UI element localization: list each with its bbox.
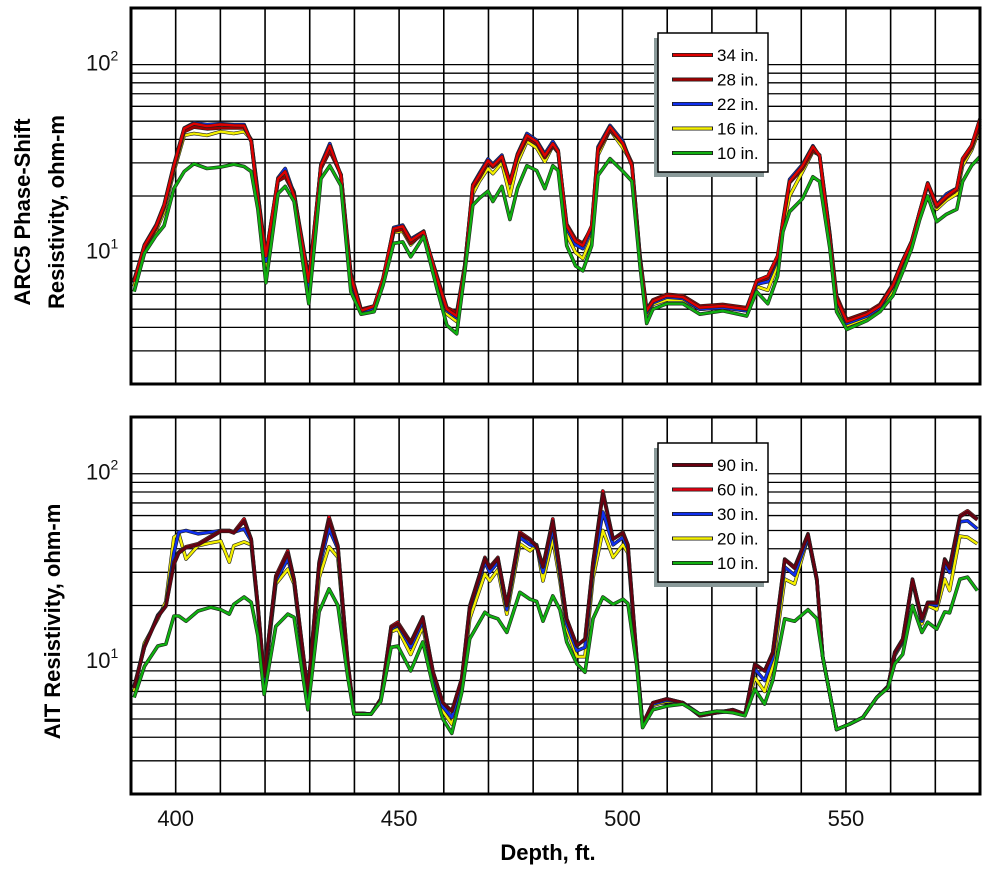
y-tick-base: 10 [86,460,110,485]
plot-frame [129,415,982,796]
legend-label: 28 in. [717,71,759,90]
legend-label: 22 in. [717,95,759,114]
y-tick-label: 102 [86,457,118,485]
legend-entry: 10 in. [672,554,759,573]
legend-label: 16 in. [717,120,759,139]
y-axis-title: ARC5 Phase-Shift [10,118,35,306]
y-axis-title: AIT Resistivity, ohm-m [40,504,65,740]
y-tick-label: 102 [86,48,118,76]
legend-entry: 20 in. [672,530,759,549]
legend-label: 10 in. [717,554,759,573]
legend-entry: 60 in. [672,481,759,500]
legend: 34 in. 28 in. 22 in. 16 in. 10 in. [654,32,769,177]
legend-label: 34 in. [717,46,759,65]
y-tick-exponent: 1 [110,236,118,252]
legend-label: 30 in. [717,505,759,524]
y-tick-exponent: 2 [110,457,118,473]
legend-entry: 22 in. [672,95,759,114]
y-tick-base: 10 [86,648,110,673]
legend-label: 90 in. [717,456,759,475]
y-tick-label: 101 [86,645,118,673]
y-tick-exponent: 1 [110,645,118,661]
y-axis-title: Resistivity, ohm-m [44,115,69,309]
x-tick-label: 500 [604,806,641,831]
legend-label: 60 in. [717,481,759,500]
x-tick-label: 450 [381,806,418,831]
legend-label: 10 in. [717,144,759,163]
series-10-inin [132,575,979,736]
legend-entry: 16 in. [672,120,759,139]
legend-label: 20 in. [717,530,759,549]
y-tick-base: 10 [86,239,110,264]
y-tick-exponent: 2 [110,48,118,64]
legend-entry: 90 in. [672,456,759,475]
x-tick-label: 400 [157,806,194,831]
legend-entry: 30 in. [672,505,759,524]
plot-frame [129,6,982,386]
series-line [132,155,981,335]
legend: 90 in. 60 in. 30 in. 20 in. 10 in. [654,442,769,587]
x-axis-title: Depth, ft. [500,840,595,865]
legend-entry: 34 in. [672,46,759,65]
legend-entry: 10 in. [672,144,759,163]
series-line [132,575,979,735]
legend-entry: 28 in. [672,71,759,90]
series-10-inin [132,155,982,336]
y-tick-base: 10 [86,51,110,76]
y-tick-label: 101 [86,236,118,264]
x-tick-label: 550 [828,806,865,831]
